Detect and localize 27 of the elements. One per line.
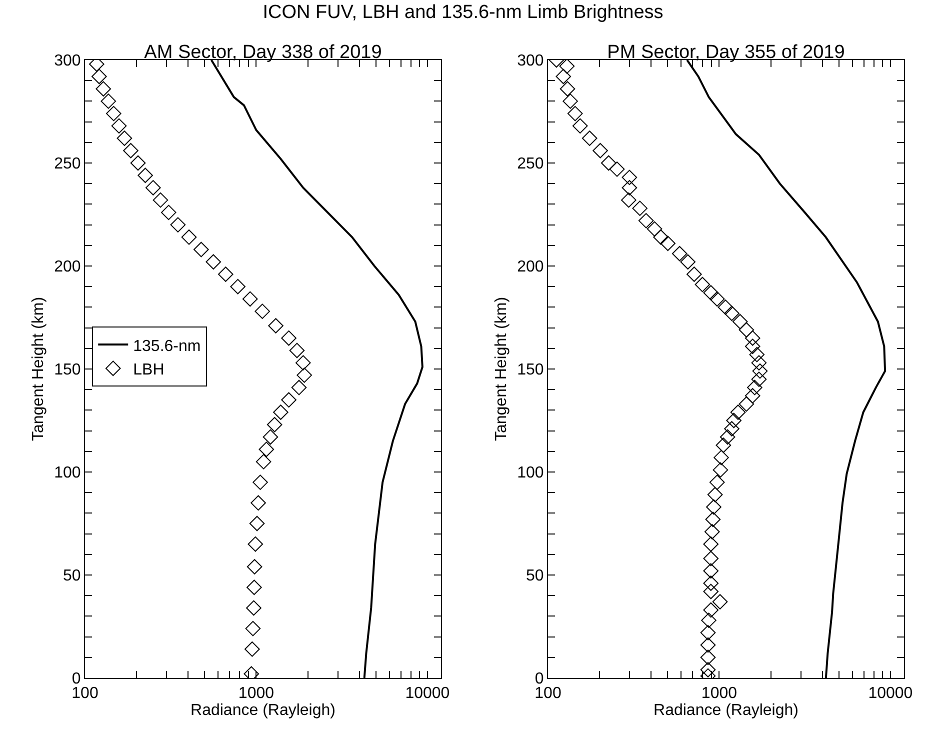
x-axis-title: Radiance (Rayleigh) xyxy=(654,702,798,720)
chart-subtitle: PM Sector, Day 355 of 2019 xyxy=(607,42,845,63)
y-tick-label: 50 xyxy=(526,568,544,585)
x-tick-label: 1000 xyxy=(238,685,274,702)
y-axis-title: Tangent Height (km) xyxy=(492,296,510,442)
legend-label: 135.6-nm xyxy=(133,338,201,355)
y-tick-label: 100 xyxy=(517,464,544,482)
y-tick-label: 100 xyxy=(54,464,81,482)
x-tick-label: 10000 xyxy=(405,685,450,702)
y-tick-label: 50 xyxy=(63,568,81,585)
y-tick-label: 0 xyxy=(72,670,81,688)
legend-label: LBH xyxy=(133,362,164,379)
chart-title: ICON FUV, LBH and 135.6-nm Limb Brightness xyxy=(262,2,664,24)
y-tick-label: 150 xyxy=(517,362,544,379)
y-tick-label: 300 xyxy=(517,52,544,70)
y-tick-label: 150 xyxy=(54,362,81,379)
y-tick-label: 250 xyxy=(517,156,544,173)
x-axis-title: Radiance (Rayleigh) xyxy=(190,702,336,720)
y-tick-label: 200 xyxy=(54,258,81,276)
x-tick-label: 1000 xyxy=(701,685,738,702)
y-tick-label: 0 xyxy=(534,670,544,688)
y-tick-label: 200 xyxy=(517,258,544,276)
y-axis-title: Tangent Height (km) xyxy=(30,296,47,442)
x-tick-label: 10000 xyxy=(868,685,913,702)
y-tick-label: 250 xyxy=(54,156,81,173)
chart-subtitle: AM Sector, Day 338 of 2019 xyxy=(144,42,382,63)
y-tick-label: 300 xyxy=(54,52,81,70)
